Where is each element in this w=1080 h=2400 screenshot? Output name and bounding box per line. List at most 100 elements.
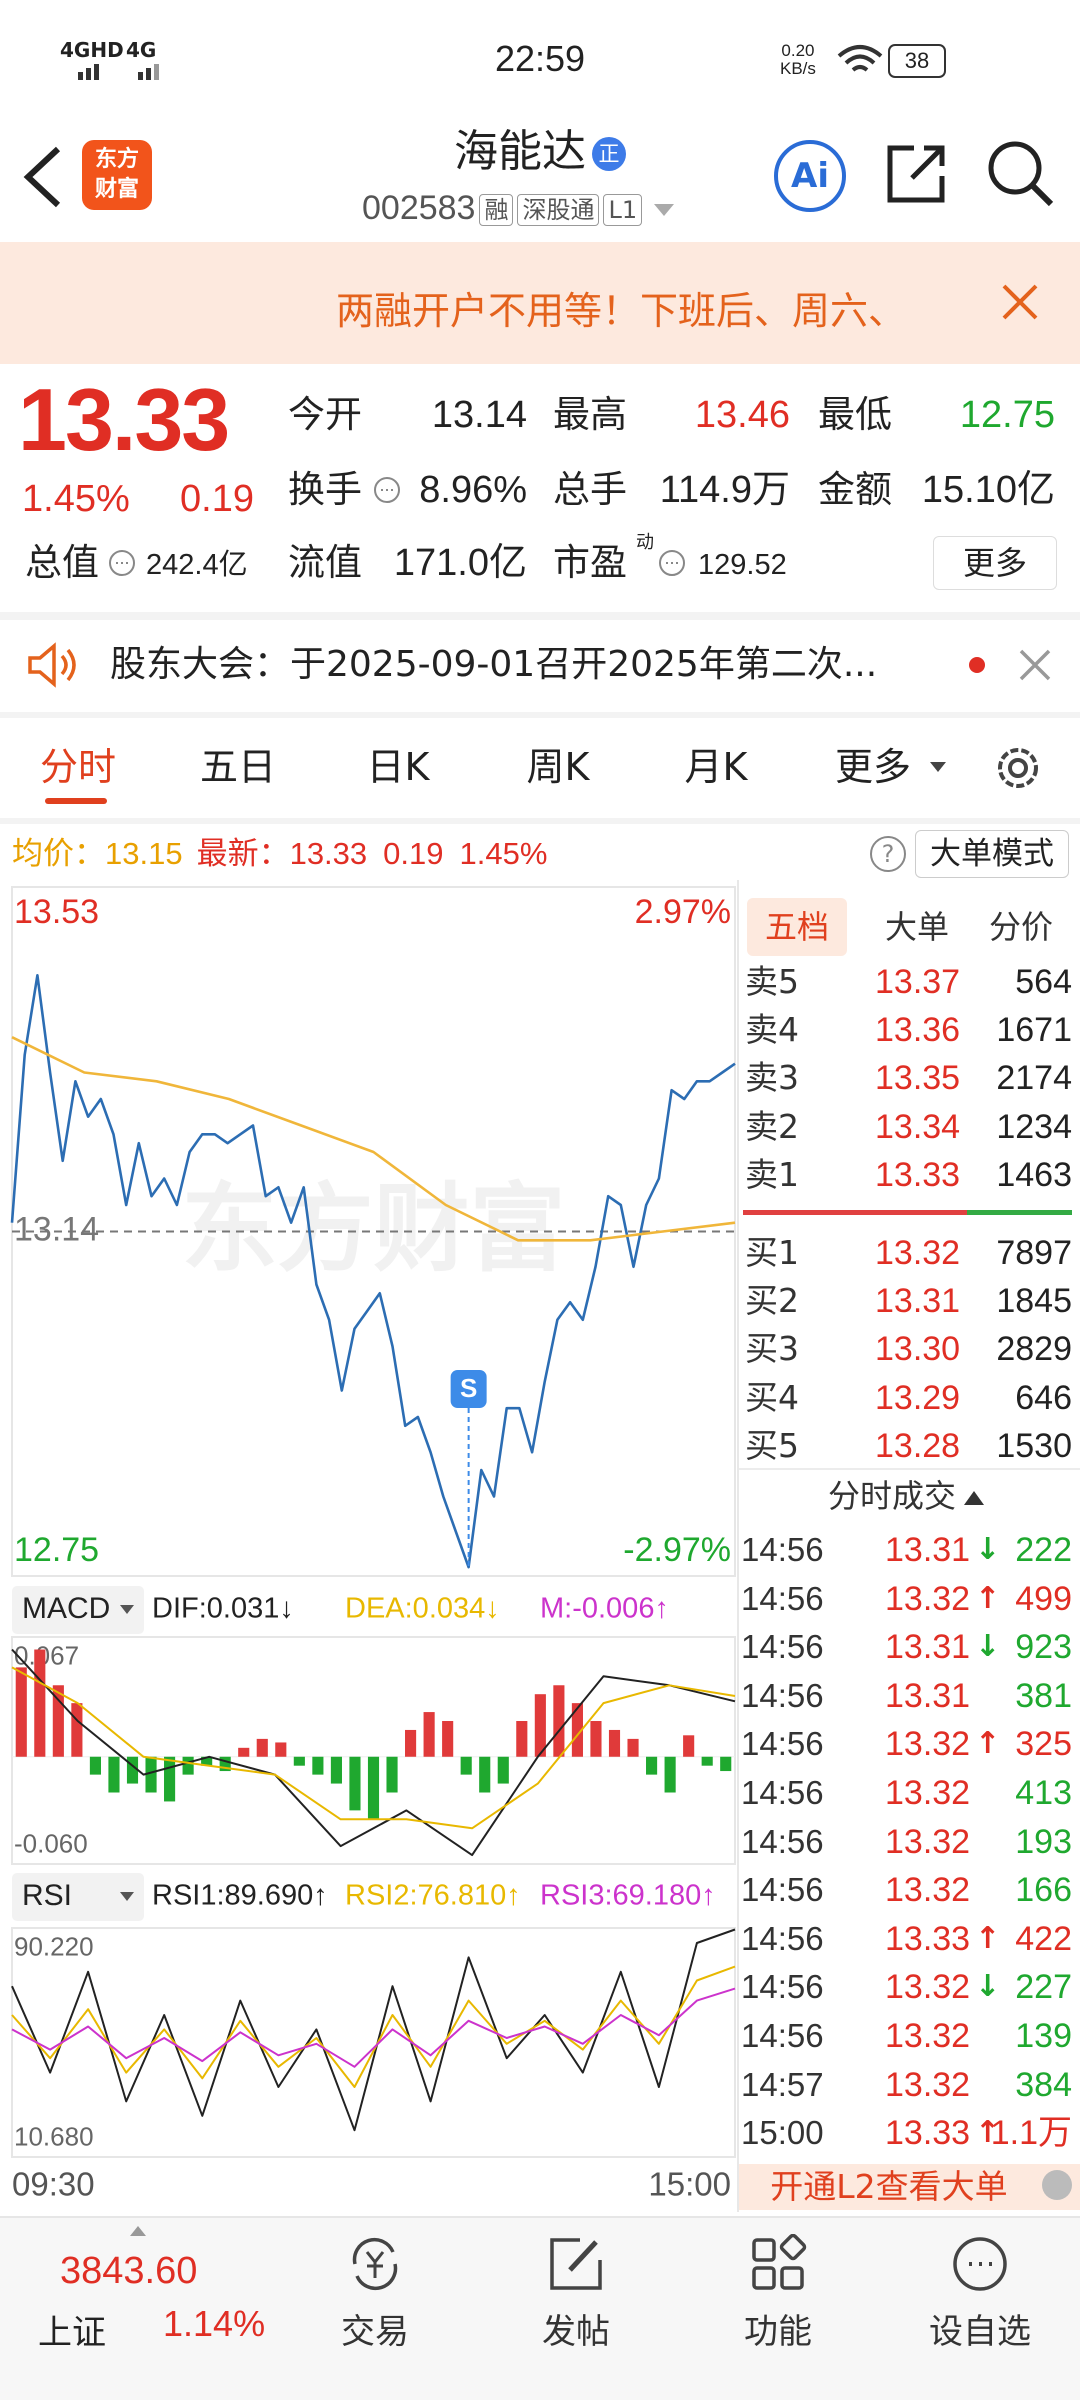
- more-button[interactable]: 更多: [933, 536, 1057, 590]
- share-button[interactable]: [884, 140, 950, 206]
- level-price: 13.35: [875, 1059, 961, 1098]
- trade-volume: 166: [1015, 1871, 1072, 1910]
- caret: [964, 1491, 984, 1505]
- app-logo[interactable]: 东方 财富: [82, 140, 152, 210]
- nav-item[interactable]: 交易: [341, 2312, 409, 2352]
- level-volume: 2174: [996, 1059, 1072, 1098]
- speaker-wave: [60, 648, 76, 682]
- help-button[interactable]: ?: [870, 836, 906, 872]
- indicator-label: MACD: [22, 1592, 110, 1625]
- search-button[interactable]: [985, 138, 1057, 210]
- macd-bar: [275, 1742, 287, 1757]
- trade-volume: 499: [1015, 1579, 1072, 1618]
- series-line: [11, 1036, 736, 1242]
- macd-bar: [646, 1756, 658, 1775]
- macd-bar: [405, 1729, 417, 1757]
- trade-price: 13.32: [885, 1774, 971, 1812]
- l2-ad-close[interactable]: [1042, 2170, 1072, 2200]
- trade-arrow: ↑: [975, 1920, 1001, 1956]
- tab[interactable]: 日K: [366, 745, 430, 789]
- level-volume: 646: [1015, 1378, 1072, 1417]
- l2-ad[interactable]: [739, 2164, 1080, 2210]
- macd-bar: [367, 1756, 380, 1820]
- macd-bar: [164, 1756, 176, 1802]
- level-label: 买4: [745, 1377, 799, 1417]
- info-circle: [374, 477, 400, 503]
- index-name[interactable]: 上证: [38, 2313, 106, 2353]
- mode-button[interactable]: 大单模式: [915, 830, 1069, 878]
- macd-bar: [553, 1685, 565, 1757]
- panel-tab[interactable]: 大单: [884, 908, 949, 946]
- tag: 深股通: [517, 193, 600, 226]
- trade-volume: 193: [1015, 1822, 1072, 1861]
- sort-caret[interactable]: [964, 1491, 984, 1505]
- l2-ad-text[interactable]: 开通L2查看大单: [770, 2167, 1008, 2206]
- dropdown-caret[interactable]: [654, 203, 675, 216]
- banner[interactable]: [0, 242, 1080, 364]
- indicator-selector[interactable]: [12, 1873, 144, 1921]
- divider: [737, 880, 739, 2212]
- x-tick-label: 09:30: [12, 2166, 95, 2203]
- indicator-selector[interactable]: [12, 1586, 144, 1634]
- trade-volume: 923: [1015, 1628, 1072, 1667]
- info-icon[interactable]: [658, 549, 686, 577]
- level-label: 买5: [745, 1425, 799, 1465]
- separator: [0, 712, 1080, 718]
- trade-time: 14:56: [741, 1871, 824, 1909]
- panel-tab[interactable]: 五档: [747, 898, 847, 956]
- signal-marker[interactable]: [450, 1370, 487, 1408]
- badge: 正: [592, 137, 626, 171]
- trade-price: 13.33: [885, 1919, 971, 1958]
- info-line: 均价：13.15 最新：13.33 0.19 1.45%: [12, 832, 547, 876]
- macd-bar: [145, 1756, 157, 1793]
- order-panel: 五档 大单 分价 卖5 13.37 564 卖4 13.36 1671 卖3 13.35 2174 卖2…: [739, 880, 1080, 2212]
- info-icon[interactable]: [108, 549, 136, 577]
- tab[interactable]: 月K: [684, 745, 748, 789]
- trade-price: 13.32: [885, 1871, 971, 1910]
- tab[interactable]: 五日: [199, 745, 276, 789]
- banner-close[interactable]: [1000, 282, 1040, 322]
- tab[interactable]: 分时: [39, 745, 116, 789]
- trade-price: 13.33: [885, 2114, 971, 2153]
- field-label: 今开: [288, 393, 362, 436]
- icon: [780, 2266, 804, 2290]
- post-icon[interactable]: [546, 2234, 606, 2294]
- y2-tick-label: -2.97%: [623, 1531, 731, 1569]
- logo-text: 东方: [94, 147, 139, 172]
- tab[interactable]: 周K: [526, 745, 590, 789]
- info-icon[interactable]: [373, 476, 401, 504]
- spread-bar-bid: [967, 1210, 1072, 1215]
- function-icon[interactable]: [748, 2234, 808, 2294]
- nav-item[interactable]: 设自选: [929, 2312, 1031, 2352]
- spread-bar-ask: [743, 1210, 967, 1215]
- back-button[interactable]: [18, 145, 68, 209]
- trade-price: 13.32: [885, 2065, 971, 2104]
- watchlist-icon[interactable]: [950, 2234, 1010, 2294]
- tab[interactable]: 更多: [834, 745, 911, 789]
- settings-button[interactable]: [990, 740, 1046, 796]
- logo-text: 财富: [94, 177, 139, 202]
- index-value[interactable]: 3843.60: [60, 2250, 198, 2292]
- trade-time: 14:56: [741, 1628, 824, 1666]
- trade-volume: 413: [1015, 1774, 1072, 1812]
- panel-tab[interactable]: 分价: [988, 908, 1053, 946]
- banner-text[interactable]: 两融开户不用等！下班后、周六、: [336, 289, 907, 333]
- level-price: 13.36: [875, 1011, 961, 1050]
- level-price: 13.30: [875, 1330, 961, 1369]
- notice-text[interactable]: 股东大会：于2025-09-01召开2025年第二次...: [110, 644, 878, 685]
- watermark: 东方财富: [182, 1176, 566, 1283]
- speaker: [28, 642, 56, 688]
- nav-item[interactable]: 功能: [744, 2312, 812, 2352]
- trade-icon[interactable]: [345, 2234, 405, 2294]
- signal-bar: [86, 68, 91, 80]
- macd-bar: [256, 1738, 268, 1757]
- nav-item[interactable]: 发帖: [542, 2312, 610, 2352]
- field-value: 8.96%: [419, 469, 527, 511]
- trade-volume: 227: [1015, 1968, 1072, 2007]
- gear: [998, 748, 1038, 788]
- indicator-label: RSI: [22, 1879, 72, 1912]
- ai-button[interactable]: Ai: [774, 140, 846, 212]
- index-pct[interactable]: 1.14%: [163, 2303, 266, 2344]
- signal-icons: [78, 64, 159, 80]
- notice-close[interactable]: [1018, 648, 1052, 682]
